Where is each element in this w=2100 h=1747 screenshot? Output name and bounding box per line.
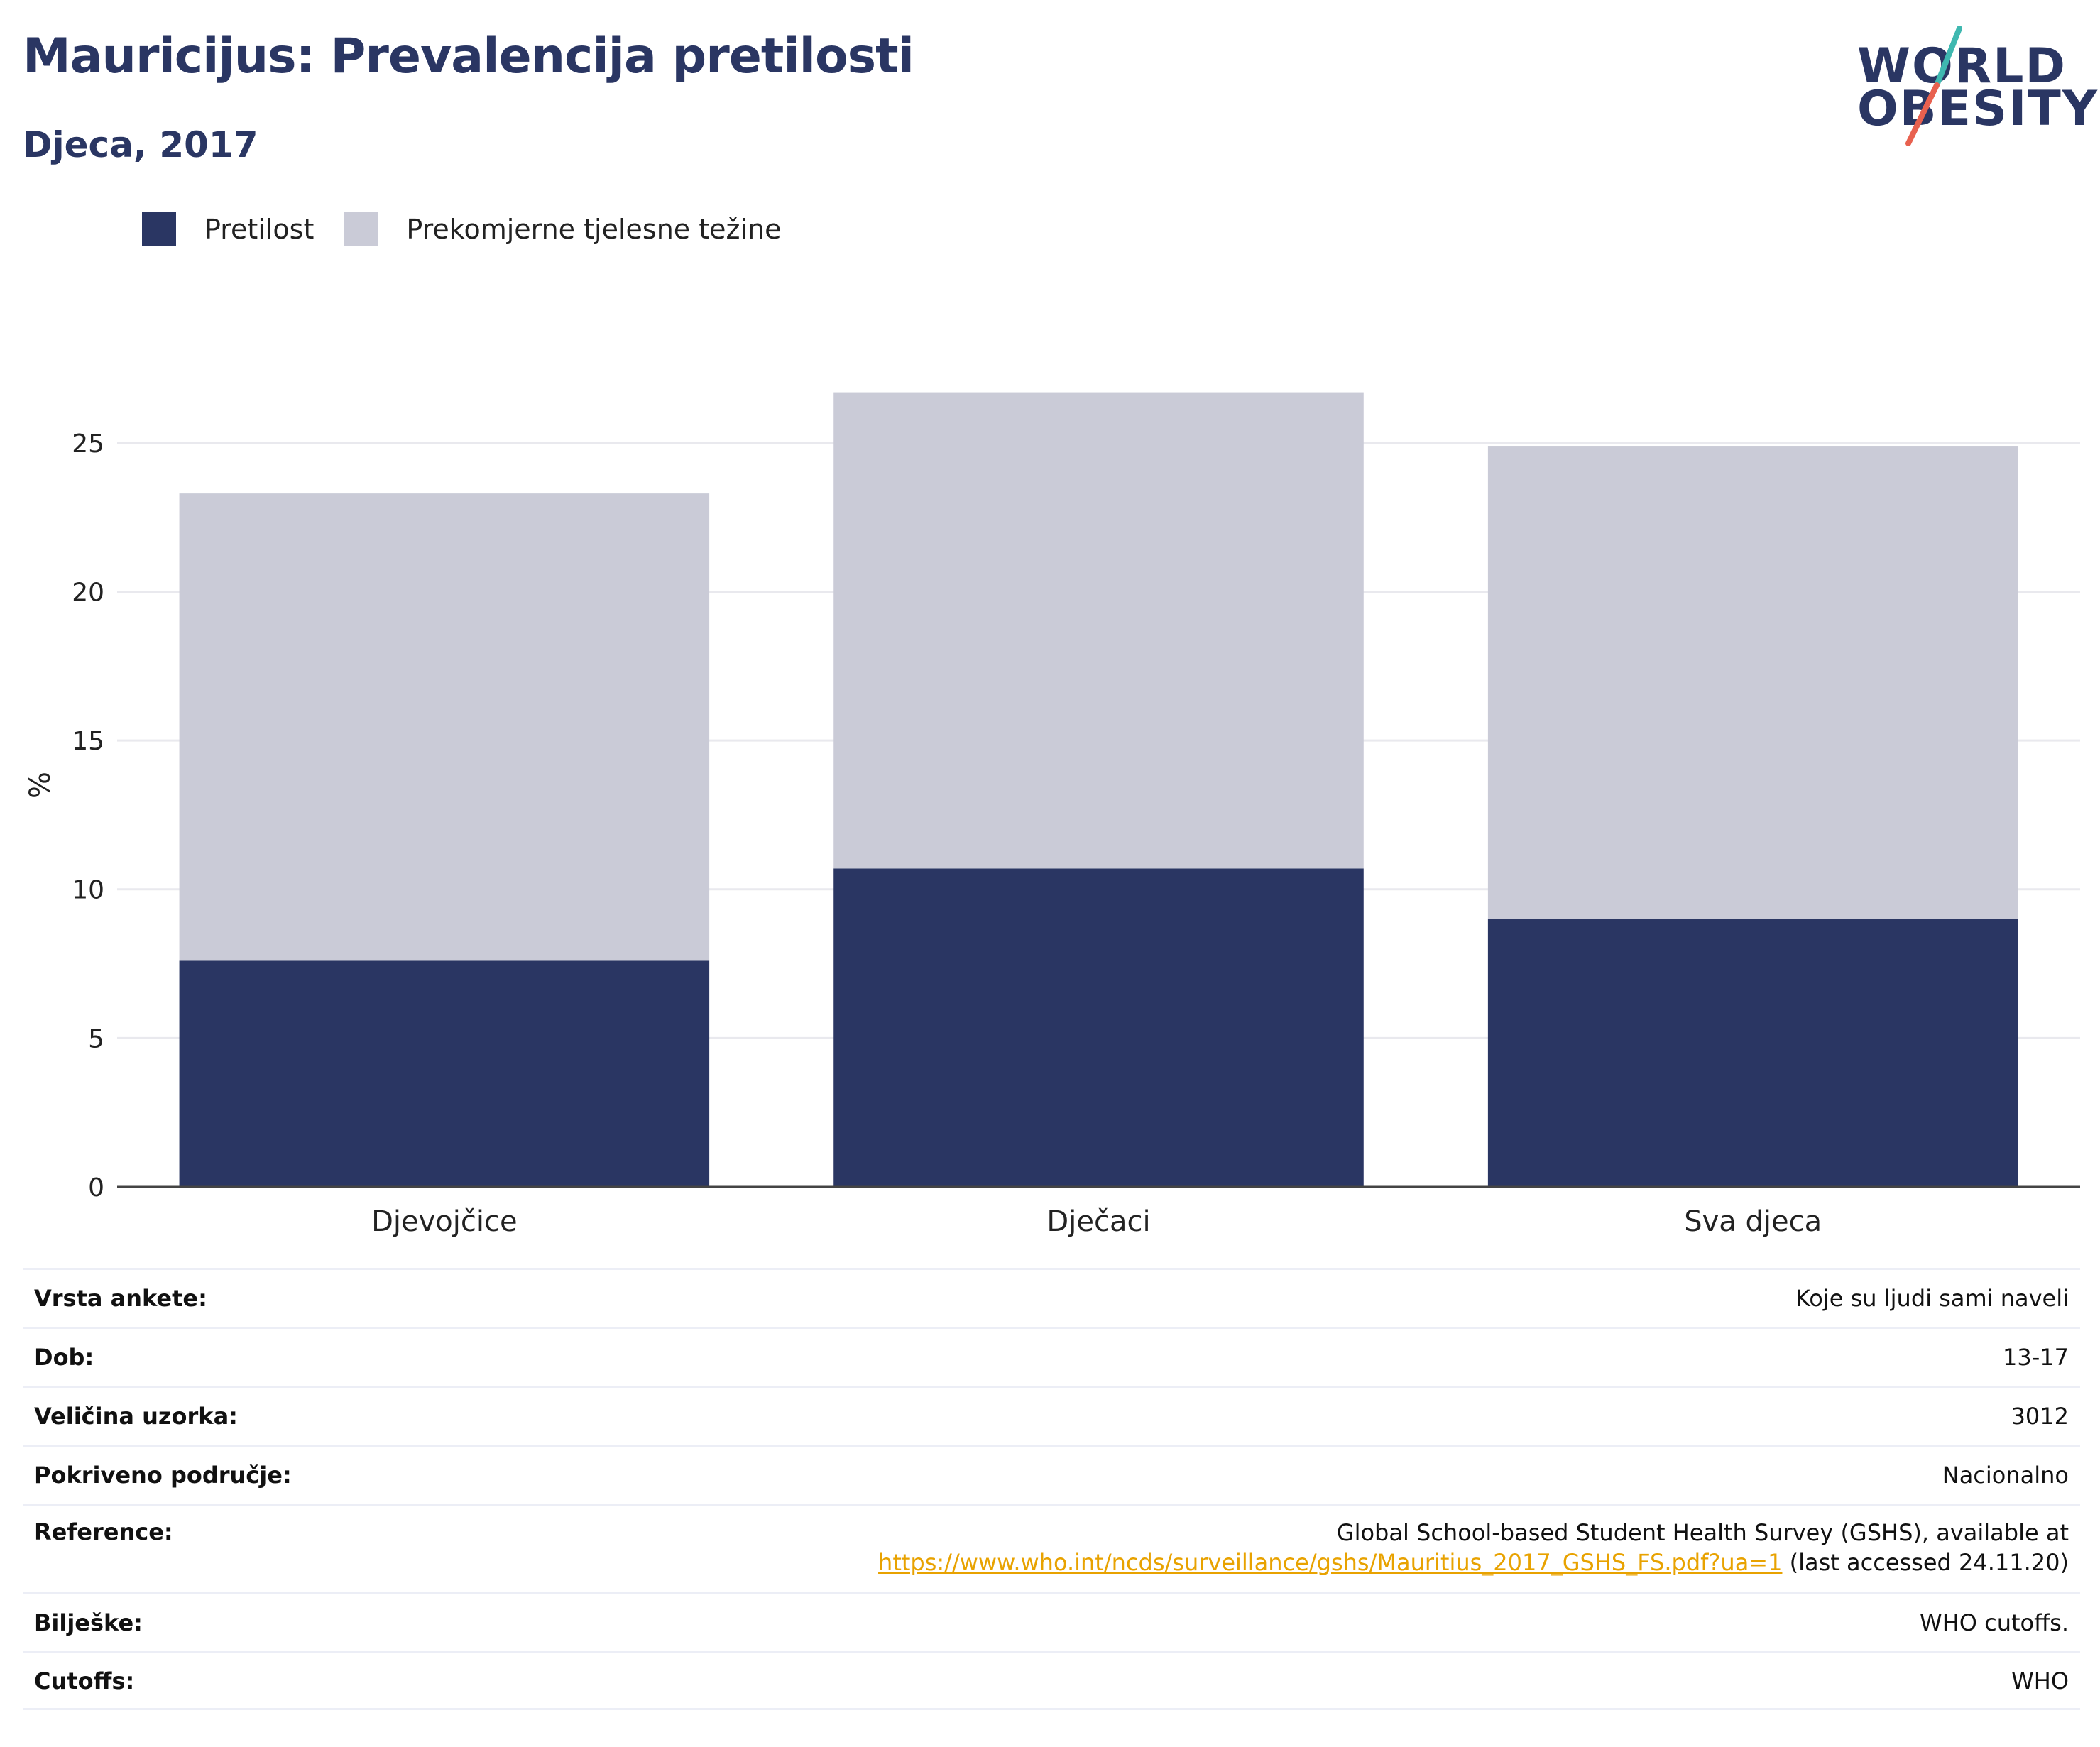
bars bbox=[179, 392, 2018, 1187]
legend-item-obesity[interactable]: Pretilost bbox=[142, 212, 314, 246]
legend-swatch-overweight bbox=[344, 212, 378, 246]
info-key: Cutoffs: bbox=[34, 1667, 135, 1694]
logo-text-line2: OBESITY bbox=[1857, 81, 2099, 137]
y-tick-label: 0 bbox=[88, 1173, 104, 1203]
reference-link[interactable]: https://www.who.int/ncds/surveillance/gs… bbox=[878, 1548, 1783, 1576]
info-key: Pokriveno područje: bbox=[34, 1462, 292, 1489]
logo-slash-icon bbox=[1905, 26, 1962, 146]
info-value: Nacionalno bbox=[1942, 1462, 2069, 1489]
y-tick-label: 20 bbox=[72, 578, 104, 607]
info-value: WHO bbox=[2011, 1667, 2069, 1694]
bar-chart: 0 5 10 15 20 25 Djevojčice Dječaci Sva djeca % bbox=[24, 392, 2080, 1238]
info-row-cutoffs: Cutoffs: WHO bbox=[23, 1651, 2080, 1710]
info-key: Veličina uzorka: bbox=[34, 1403, 238, 1430]
axes: 0 5 10 15 20 25 Djevojčice Dječaci Sva djeca bbox=[72, 429, 2080, 1238]
info-value: Global School-based Student Health Surve… bbox=[878, 1518, 2069, 1577]
info-row-reference: Reference: Global School-based Student H… bbox=[23, 1504, 2080, 1592]
bar-overweight[interactable] bbox=[1487, 446, 2018, 919]
info-value: WHO cutoffs. bbox=[1920, 1609, 2069, 1636]
info-row-coverage: Pokriveno područje: Nacionalno bbox=[23, 1445, 2080, 1504]
x-tick-label: Sva djeca bbox=[1684, 1205, 1822, 1238]
bar-obesity[interactable] bbox=[1487, 919, 2018, 1187]
info-row-notes: Bilješke: WHO cutoffs. bbox=[23, 1592, 2080, 1651]
info-row-age: Dob: 13-17 bbox=[23, 1327, 2080, 1386]
info-row-survey-type: Vrsta ankete: Koje su ljudi sami naveli bbox=[23, 1268, 2080, 1327]
y-tick-label: 5 bbox=[88, 1024, 104, 1053]
info-key: Vrsta ankete: bbox=[34, 1285, 207, 1312]
bar-obesity[interactable] bbox=[179, 960, 710, 1187]
logo-text-line1: WORLD bbox=[1857, 38, 2067, 94]
page-subtitle: Djeca, 2017 bbox=[23, 124, 258, 165]
info-table: Vrsta ankete: Koje su ljudi sami naveli … bbox=[23, 1268, 2080, 1710]
x-tick-label: Dječaci bbox=[1046, 1205, 1150, 1238]
reference-text: Global School-based Student Health Surve… bbox=[1336, 1519, 2069, 1546]
info-value: 13-17 bbox=[2003, 1344, 2069, 1371]
y-tick-label: 15 bbox=[72, 727, 104, 756]
y-axis-label: % bbox=[24, 772, 57, 799]
legend-label-obesity: Pretilost bbox=[204, 214, 315, 245]
bar-overweight[interactable] bbox=[179, 493, 710, 961]
info-key: Bilješke: bbox=[34, 1609, 143, 1636]
info-value: Koje su ljudi sami naveli bbox=[1795, 1285, 2069, 1312]
chart-legend: Pretilost Prekomjerne tjelesne težine bbox=[142, 211, 811, 248]
bar-obesity[interactable] bbox=[833, 868, 1364, 1187]
info-key: Reference: bbox=[34, 1518, 173, 1545]
x-tick-label: Djevojčice bbox=[371, 1205, 518, 1238]
legend-item-overweight[interactable]: Prekomjerne tjelesne težine bbox=[344, 212, 782, 246]
y-tick-label: 25 bbox=[72, 429, 104, 459]
info-value: 3012 bbox=[2011, 1403, 2069, 1430]
legend-swatch-obesity bbox=[142, 212, 176, 246]
info-key: Dob: bbox=[34, 1344, 94, 1371]
reference-suffix: (last accessed 24.11.20) bbox=[1789, 1548, 2069, 1576]
legend-label-overweight: Prekomjerne tjelesne težine bbox=[406, 214, 782, 245]
info-row-sample-size: Veličina uzorka: 3012 bbox=[23, 1386, 2080, 1445]
bar-overweight[interactable] bbox=[833, 392, 1364, 869]
page-title: Mauricijus: Prevalencija pretilosti bbox=[23, 28, 914, 84]
y-tick-label: 10 bbox=[72, 876, 104, 905]
